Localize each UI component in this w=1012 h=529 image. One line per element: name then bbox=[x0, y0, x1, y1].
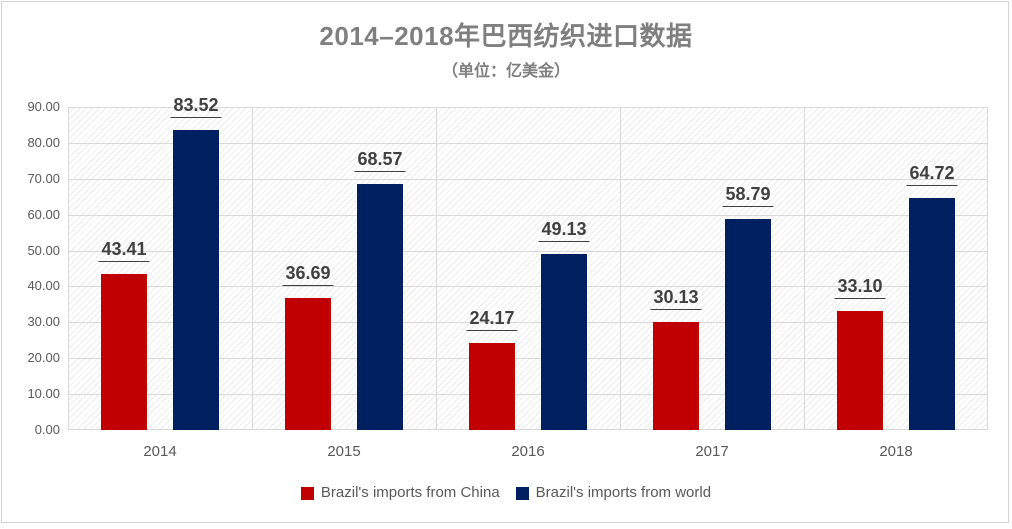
h-gridline-90 bbox=[68, 107, 988, 108]
y-tick-label-40.00: 40.00 bbox=[27, 278, 60, 293]
x-tick-label-2018: 2018 bbox=[879, 443, 913, 460]
data-label-series2-2016: 49.13 bbox=[538, 219, 590, 242]
h-gridline-30 bbox=[68, 322, 988, 323]
data-label-series1-2018: 33.10 bbox=[834, 276, 886, 299]
v-gridline-3 bbox=[620, 107, 621, 430]
bar-group-2017: 30.13 58.79 bbox=[620, 107, 804, 430]
x-axis: 2014 2015 2016 2017 2018 bbox=[68, 440, 988, 464]
data-label-series1-2014: 43.41 bbox=[98, 239, 150, 262]
chart-title: 2014–2018年巴西纺织进口数据 bbox=[319, 21, 693, 51]
data-label-series1-2015: 36.69 bbox=[282, 263, 334, 286]
x-tick-label-2016: 2016 bbox=[511, 443, 545, 460]
h-gridline-40 bbox=[68, 286, 988, 287]
y-tick-label-80.00: 80.00 bbox=[27, 135, 60, 150]
data-label-series2-2018: 64.72 bbox=[906, 163, 958, 186]
legend-label-series2: Brazil's imports from world bbox=[535, 484, 712, 501]
bar-group-2016: 24.17 49.13 bbox=[436, 107, 620, 430]
bar-series2-2015 bbox=[357, 184, 403, 430]
data-label-series2-2017: 58.79 bbox=[722, 184, 774, 207]
bar-series1-2016 bbox=[469, 343, 515, 430]
data-label-series1-2017: 30.13 bbox=[650, 287, 702, 310]
x-tick-label-2014: 2014 bbox=[143, 443, 177, 460]
v-gridline-0 bbox=[68, 107, 69, 430]
bar-series1-2015 bbox=[285, 298, 331, 430]
v-gridline-5 bbox=[987, 107, 988, 430]
h-gridline-10 bbox=[68, 394, 988, 395]
legend-label-series1: Brazil's imports from China bbox=[320, 484, 500, 501]
y-tick-label-10.00: 10.00 bbox=[27, 386, 60, 401]
legend-swatch-icon-series2 bbox=[515, 486, 529, 500]
legend-item-series2: Brazil's imports from world bbox=[515, 484, 712, 501]
v-gridline-2 bbox=[436, 107, 437, 430]
bar-series2-2014 bbox=[173, 130, 219, 430]
legend-swatch-icon-series1 bbox=[300, 486, 314, 500]
bar-series2-2018 bbox=[909, 198, 955, 430]
bar-series1-2014 bbox=[101, 274, 147, 430]
bar-series2-2016 bbox=[541, 254, 587, 430]
bar-series1-2017 bbox=[653, 322, 699, 430]
data-label-series1-2016: 24.17 bbox=[466, 308, 518, 331]
h-gridline-60 bbox=[68, 215, 988, 216]
bar-group-2018: 33.10 64.72 bbox=[804, 107, 988, 430]
h-gridline-70 bbox=[68, 179, 988, 180]
x-tick-label-2017: 2017 bbox=[695, 443, 729, 460]
chart-subtitle: （单位：亿美金） bbox=[441, 63, 570, 80]
bar-series1-2018 bbox=[837, 311, 883, 430]
data-label-series2-2014: 83.52 bbox=[170, 95, 222, 118]
plot-area: 43.41 83.52 36.69 68.57 24.17 49.13 30.13 58.79… bbox=[68, 95, 988, 430]
v-gridline-1 bbox=[252, 107, 253, 430]
y-tick-label-60.00: 60.00 bbox=[27, 207, 60, 222]
h-gridline-50 bbox=[68, 251, 988, 252]
h-gridline-0 bbox=[68, 429, 988, 430]
bar-group-2015: 36.69 68.57 bbox=[252, 107, 436, 430]
y-axis: 90.00 80.00 70.00 60.00 50.00 40.00 30.00 20.00… bbox=[0, 99, 60, 437]
y-tick-label-90.00: 90.00 bbox=[27, 99, 60, 114]
y-tick-label-20.00: 20.00 bbox=[27, 350, 60, 365]
y-tick-label-0.00: 0.00 bbox=[34, 422, 60, 437]
data-label-series2-2015: 68.57 bbox=[354, 149, 406, 172]
y-tick-label-70.00: 70.00 bbox=[27, 171, 60, 186]
y-tick-label-50.00: 50.00 bbox=[27, 243, 60, 258]
h-gridline-20 bbox=[68, 358, 988, 359]
y-tick-label-30.00: 30.00 bbox=[27, 314, 60, 329]
h-gridline-80 bbox=[68, 143, 988, 144]
legend: Brazil's imports from China Brazil's impo… bbox=[0, 484, 1012, 501]
x-tick-label-2015: 2015 bbox=[327, 443, 361, 460]
bar-series2-2017 bbox=[725, 219, 771, 430]
v-gridline-4 bbox=[804, 107, 805, 430]
legend-item-series1: Brazil's imports from China bbox=[300, 484, 500, 501]
bar-group-2014: 43.41 83.52 bbox=[68, 95, 252, 430]
